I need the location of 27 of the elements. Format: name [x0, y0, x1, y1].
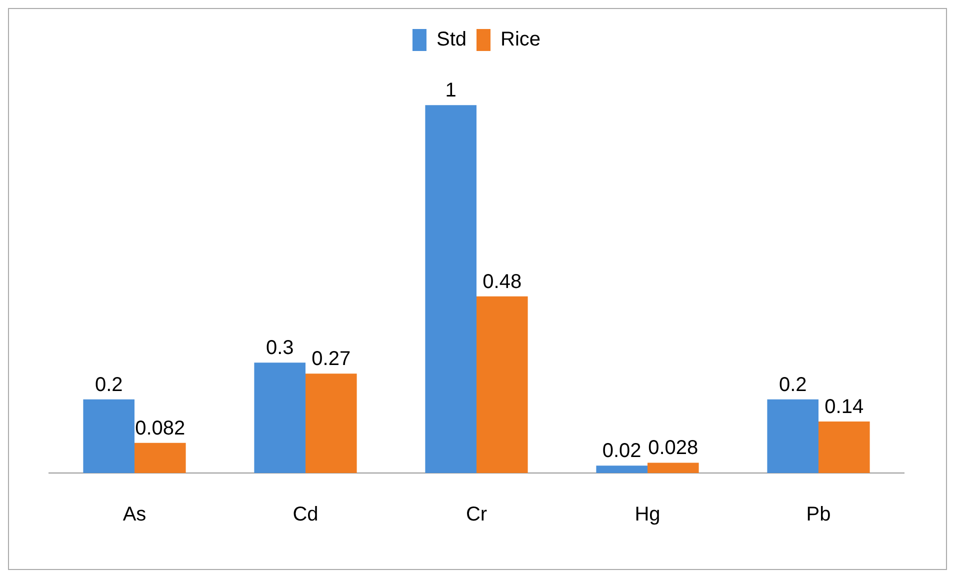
data-label: 0.27: [312, 348, 351, 370]
x-tick-label: Pb: [806, 504, 831, 526]
data-label: 0.082: [135, 417, 186, 440]
bar: [83, 399, 134, 473]
x-tick-label: Hg: [634, 504, 660, 526]
bar: [596, 466, 648, 473]
data-label: 0.02: [602, 440, 642, 462]
legend-label: Rice: [500, 28, 541, 51]
legend-label: Std: [436, 28, 467, 51]
bar: [476, 296, 528, 473]
data-label: 0.028: [648, 437, 698, 460]
bar: [425, 105, 476, 473]
data-label: 1: [445, 80, 456, 102]
bar: [818, 422, 870, 473]
bar: [767, 399, 818, 473]
bar: [648, 462, 699, 473]
data-label: 0.14: [824, 396, 864, 418]
x-tick-label: Cd: [292, 504, 318, 526]
data-label: 0.3: [266, 337, 294, 360]
x-tick-label: Cr: [466, 504, 488, 526]
data-label: 0.2: [778, 374, 807, 396]
x-tick-label: As: [122, 504, 146, 526]
bar: [134, 442, 186, 473]
bar: [254, 362, 306, 473]
data-label: 0.2: [94, 374, 123, 396]
bar: [306, 374, 357, 473]
data-label: 0.48: [482, 270, 522, 293]
